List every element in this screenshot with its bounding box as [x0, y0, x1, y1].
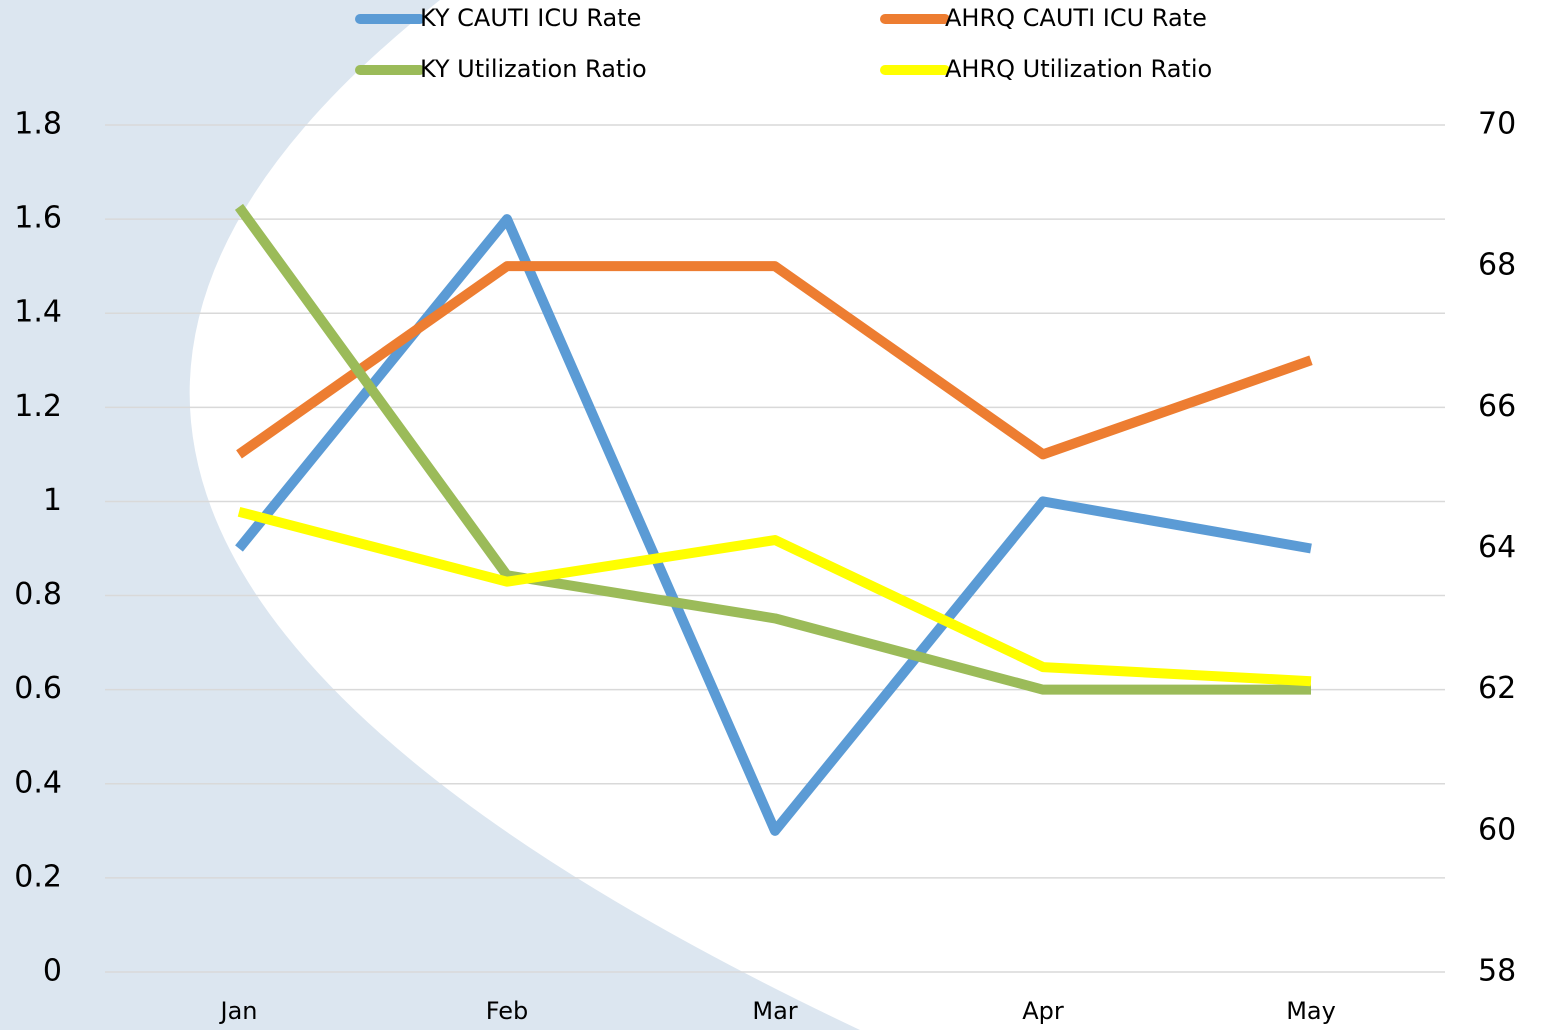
series-line	[236, 261, 1313, 460]
y2-tick-label: 58	[1478, 954, 1516, 989]
series-line	[237, 506, 1312, 687]
y-tick-label: 1.4	[14, 295, 62, 330]
series-line	[234, 203, 1311, 695]
y-tick-label: 0.8	[14, 577, 62, 612]
y-tick-label: 0.6	[14, 671, 62, 706]
y2-tick-label: 70	[1478, 107, 1516, 142]
y-tick-label: 1.8	[14, 107, 62, 142]
legend-label: KY CAUTI ICU Rate	[420, 4, 641, 32]
legend-label: KY Utilization Ratio	[420, 55, 647, 83]
y2-tick-label: 64	[1478, 530, 1516, 565]
legend-label: AHRQ CAUTI ICU Rate	[945, 4, 1207, 32]
x-tick-label: Apr	[1022, 997, 1064, 1025]
x-tick-label: Feb	[486, 997, 529, 1025]
x-tick-label: May	[1286, 997, 1336, 1025]
y-tick-label: 1	[43, 483, 62, 518]
background-arc	[0, 0, 860, 1030]
y-tick-label: 0.4	[14, 765, 62, 800]
y2-tick-label: 62	[1478, 671, 1516, 706]
x-tick-label: Jan	[219, 997, 258, 1025]
y-tick-label: 1.2	[14, 389, 62, 424]
legend-label: AHRQ Utilization Ratio	[945, 55, 1212, 83]
y2-tick-label: 66	[1478, 389, 1516, 424]
y2-tick-label: 60	[1478, 812, 1516, 847]
y-tick-label: 1.6	[14, 201, 62, 236]
y-tick-label: 0	[43, 954, 62, 989]
y-tick-label: 0.2	[14, 859, 62, 894]
y2-tick-label: 68	[1478, 248, 1516, 283]
x-tick-label: Mar	[752, 997, 797, 1025]
